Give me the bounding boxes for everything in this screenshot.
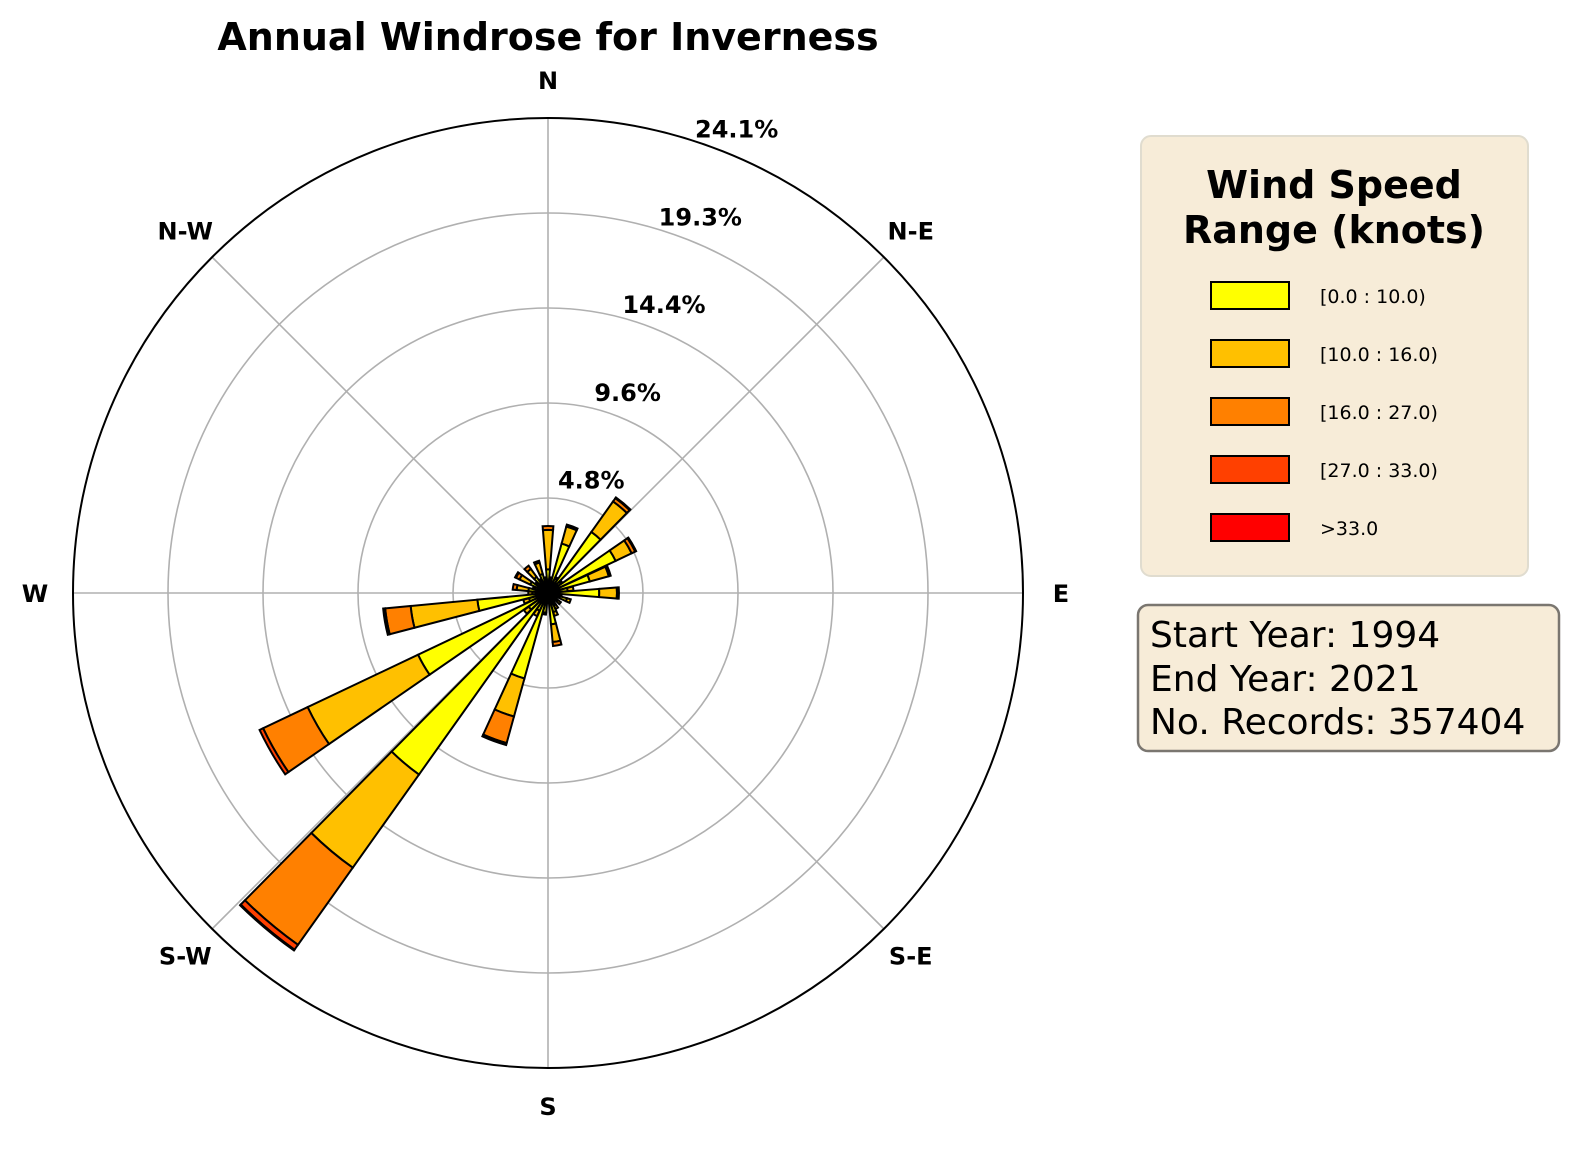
windrose-wedge bbox=[481, 733, 508, 747]
windrose-wedge bbox=[604, 564, 612, 578]
windrose-wedge bbox=[513, 570, 521, 580]
legend-label: [10.0 : 16.0) bbox=[1320, 344, 1438, 366]
windrose-wedge bbox=[511, 582, 519, 592]
direction-label: N-W bbox=[158, 217, 213, 245]
legend-swatch bbox=[1210, 339, 1290, 368]
info-box: Start Year: 1994 End Year: 2021 No. Reco… bbox=[1136, 603, 1561, 753]
polar-plot: 4.8% 9.6% 14.4% 19.3% 24.1% N N-E E S-E S S-W W N-W bbox=[22, 67, 1069, 1121]
legend-label: [16.0 : 27.0) bbox=[1320, 402, 1438, 424]
windrose-wedge bbox=[515, 583, 531, 593]
direction-label: E bbox=[1053, 580, 1069, 608]
direction-label: S-W bbox=[159, 943, 212, 971]
info-record-count: No. Records: 357404 bbox=[1150, 702, 1525, 743]
windrose-wedge bbox=[615, 586, 620, 600]
windrose-wedge bbox=[258, 726, 290, 776]
legend-swatch bbox=[1210, 397, 1290, 426]
windrose-wedge bbox=[626, 536, 638, 553]
direction-label: N bbox=[538, 67, 558, 95]
windrose-wedge bbox=[613, 496, 632, 512]
radial-tick-label: 4.8% bbox=[558, 467, 625, 495]
windrose-wedge bbox=[382, 607, 391, 636]
angular-gridline bbox=[547, 592, 885, 930]
direction-label: N-E bbox=[888, 217, 934, 245]
angular-gridline bbox=[211, 256, 549, 594]
windrose-wedge bbox=[564, 597, 573, 605]
radial-tick-label: 9.6% bbox=[594, 379, 661, 407]
radial-tick-label: 19.3% bbox=[659, 203, 742, 231]
windrose-wedge bbox=[409, 598, 481, 629]
legend-items: [0.0 : 10.0) [10.0 : 16.0) [16.0 : 27.0) [2… bbox=[1210, 281, 1438, 542]
windrose-wedge bbox=[532, 559, 541, 566]
direction-label: S-E bbox=[889, 943, 933, 971]
chart-title: Annual Windrose for Inverness bbox=[217, 15, 878, 59]
polar-outer-ring bbox=[72, 117, 1024, 1069]
direction-label: W bbox=[22, 580, 48, 608]
windrose-wedge bbox=[238, 903, 296, 952]
legend-swatch bbox=[1210, 455, 1290, 484]
windrose-wedge bbox=[541, 528, 555, 571]
legend-swatch bbox=[1210, 513, 1290, 542]
windrose-wedge bbox=[555, 598, 563, 606]
windrose-wedge bbox=[551, 639, 563, 648]
windrose-wedge bbox=[542, 576, 548, 581]
windrose-wedge bbox=[493, 672, 526, 718]
windrose-wedge bbox=[549, 622, 562, 644]
legend: Wind Speed Range (knots) [0.0 : 10.0) [10… bbox=[1140, 135, 1529, 577]
legend-label: >33.0 bbox=[1320, 518, 1378, 540]
legend-label: [0.0 : 10.0) bbox=[1320, 286, 1426, 308]
windrose-wedge bbox=[598, 586, 618, 600]
windrose-wedge bbox=[541, 524, 555, 532]
info-end-year: End Year: 2021 bbox=[1150, 659, 1421, 700]
info-start-year: Start Year: 1994 bbox=[1150, 615, 1440, 656]
legend-title-line2: Range (knots) bbox=[1183, 208, 1485, 252]
windrose-wedge bbox=[565, 523, 579, 532]
info-box-panel bbox=[1136, 603, 1561, 753]
direction-label: S bbox=[539, 1093, 556, 1121]
legend-title-line1: Wind Speed bbox=[1206, 163, 1462, 207]
radial-tick-label: 24.1% bbox=[695, 116, 778, 144]
radial-tick-label: 14.4% bbox=[622, 291, 705, 319]
legend-swatch bbox=[1210, 281, 1290, 310]
legend-label: [27.0 : 33.0) bbox=[1320, 460, 1438, 482]
windrose-wedge bbox=[523, 564, 533, 574]
